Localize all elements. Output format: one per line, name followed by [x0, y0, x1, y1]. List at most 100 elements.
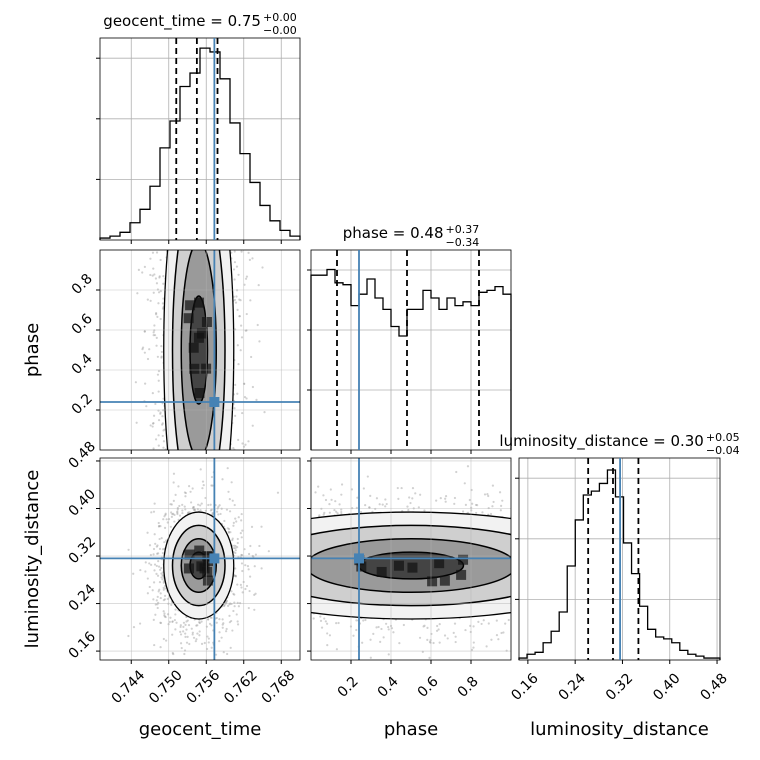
- sample-point: [226, 467, 229, 470]
- panel-frame: [99, 457, 301, 661]
- sample-point: [134, 381, 137, 384]
- title-upper: +0.37: [446, 223, 480, 236]
- sample-point: [385, 502, 388, 506]
- sample-point: [178, 514, 182, 517]
- sample-point: [207, 641, 210, 644]
- sample-point: [148, 562, 151, 565]
- sample-point: [239, 349, 242, 352]
- sample-point: [174, 613, 177, 616]
- sample-point: [156, 606, 159, 610]
- sample-point: [163, 428, 166, 431]
- sample-point: [201, 487, 204, 490]
- sample-point: [471, 502, 474, 505]
- sample-point: [156, 552, 159, 555]
- sample-point: [435, 629, 439, 632]
- title-main: phase = 0.48: [343, 224, 444, 242]
- sample-point: [158, 537, 161, 541]
- sample-point: [470, 509, 473, 512]
- sample-point: [233, 278, 236, 281]
- sample-point: [231, 539, 234, 542]
- sample-point: [153, 563, 157, 566]
- sample-point: [234, 575, 237, 578]
- sample-point: [356, 496, 359, 499]
- sample-point: [193, 509, 196, 512]
- sample-point: [232, 268, 236, 271]
- density-cell: [407, 562, 418, 573]
- sample-point: [127, 634, 130, 638]
- sample-point: [261, 266, 264, 269]
- sample-point: [257, 284, 260, 287]
- sample-point: [234, 549, 237, 552]
- y-tick-label: 0.16: [66, 629, 99, 662]
- sample-point: [333, 508, 336, 512]
- panel-frame: [99, 37, 301, 241]
- sample-point: [226, 652, 229, 656]
- sample-point: [160, 566, 163, 570]
- y-tick-label: 0.8: [69, 271, 96, 298]
- sample-point: [487, 622, 490, 625]
- sample-point: [235, 295, 238, 298]
- sample-point: [196, 632, 199, 635]
- sample-point: [179, 633, 183, 636]
- panel-content: [100, 250, 300, 450]
- sample-point: [146, 298, 149, 301]
- sample-point: [163, 541, 166, 544]
- sample-point: [324, 498, 328, 502]
- sample-point: [203, 641, 206, 645]
- x-tick-label: 0.24: [556, 670, 589, 703]
- sample-point: [233, 547, 236, 550]
- sample-point: [210, 508, 213, 511]
- sample-point: [211, 513, 214, 516]
- panel-title: geocent_time = 0.75 +0.00−0.00: [103, 11, 296, 37]
- sample-point: [387, 625, 390, 629]
- sample-point: [463, 482, 466, 485]
- sample-point: [411, 487, 415, 490]
- sample-point: [185, 620, 188, 623]
- x-tick-label: 0.4: [375, 674, 402, 701]
- density-cell: [376, 566, 387, 577]
- sample-point: [489, 512, 493, 516]
- y-tick-label: 0.24: [66, 581, 99, 614]
- sample-point: [392, 631, 395, 634]
- sample-point: [235, 265, 239, 268]
- sample-point: [152, 334, 155, 337]
- sample-point: [487, 494, 490, 498]
- sample-point: [144, 561, 147, 564]
- sample-point: [234, 545, 237, 548]
- density-cell: [434, 558, 445, 569]
- sample-point: [199, 509, 202, 512]
- sample-point: [338, 503, 341, 506]
- sample-point: [184, 623, 187, 626]
- sample-point: [397, 497, 400, 500]
- sample-point: [225, 601, 228, 604]
- sample-point: [186, 635, 189, 638]
- sample-point: [154, 603, 157, 606]
- sample-point: [132, 572, 135, 575]
- sample-point: [218, 618, 221, 621]
- sample-point: [162, 440, 166, 443]
- sample-point: [504, 622, 507, 625]
- sample-point: [491, 673, 493, 675]
- sample-point: [200, 661, 202, 663]
- sample-point: [350, 488, 354, 491]
- panel-frame: [310, 457, 512, 661]
- sample-point: [361, 641, 364, 644]
- sample-point: [454, 640, 457, 644]
- sample-point: [183, 491, 187, 494]
- sample-point: [210, 475, 214, 479]
- sample-point: [487, 506, 490, 510]
- sample-point: [317, 485, 320, 488]
- density-cell: [456, 569, 467, 580]
- sample-point: [206, 635, 209, 638]
- hist-panel-phase: phase = 0.48 +0.37−0.34: [307, 223, 512, 454]
- sample-point: [426, 626, 429, 629]
- panel-content: [100, 458, 300, 663]
- sample-point: [369, 494, 372, 498]
- density-cell: [184, 549, 195, 560]
- sample-point: [238, 315, 241, 318]
- sample-point: [233, 250, 236, 253]
- sample-point: [235, 520, 238, 523]
- sample-point: [163, 594, 167, 597]
- sample-point: [256, 323, 259, 327]
- sample-point: [240, 536, 243, 539]
